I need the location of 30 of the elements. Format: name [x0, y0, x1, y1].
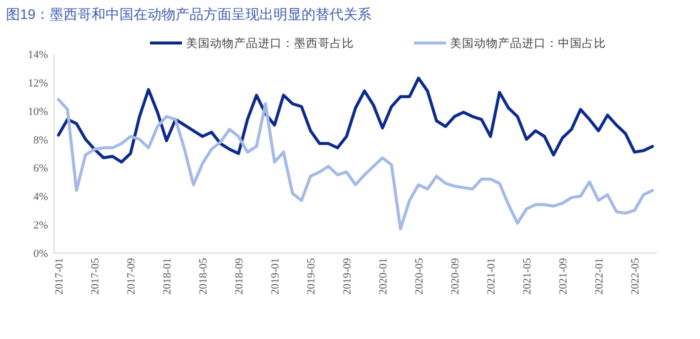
line-series [57, 76, 654, 164]
y-tick-label: 10% [28, 106, 48, 118]
x-tick-label: 2021-01 [486, 258, 498, 295]
legend-label: 美国动物产品进口：中国占比 [450, 36, 606, 50]
x-tick-label: 2017-05 [90, 258, 102, 295]
x-tick-label: 2021-05 [522, 258, 534, 295]
x-tick-label: 2018-05 [198, 258, 210, 295]
x-tick-label: 2020-01 [378, 258, 390, 295]
x-tick-label: 2017-09 [126, 258, 138, 295]
y-tick-label: 2% [33, 220, 48, 232]
x-tick-label: 2019-09 [342, 258, 354, 295]
x-tick-label: 2022-05 [630, 258, 642, 295]
x-tick-label: 2018-01 [162, 258, 174, 295]
y-tick-label: 8% [33, 134, 48, 146]
chart-title: 图19：墨西哥和中国在动物产品方面呈现出明显的替代关系 [6, 6, 372, 22]
x-tick-label: 2017-01 [54, 258, 66, 295]
x-tick-label: 2019-05 [306, 258, 318, 295]
x-tick-label: 2020-05 [414, 258, 426, 295]
y-tick-label: 0% [33, 248, 48, 260]
x-tick-label: 2022-01 [594, 258, 606, 295]
y-tick-label: 6% [33, 162, 48, 175]
y-tick-label: 4% [33, 191, 48, 204]
x-tick-label: 2021-09 [558, 258, 570, 295]
x-tick-label: 2019-01 [270, 258, 282, 295]
line-series [57, 98, 654, 230]
legend-label: 美国动物产品进口：墨西哥占比 [186, 36, 354, 50]
x-tick-label: 2020-09 [450, 258, 462, 295]
y-tick-label: 14% [28, 49, 48, 61]
x-tick-label: 2018-09 [234, 258, 246, 295]
y-tick-label: 12% [28, 77, 48, 90]
